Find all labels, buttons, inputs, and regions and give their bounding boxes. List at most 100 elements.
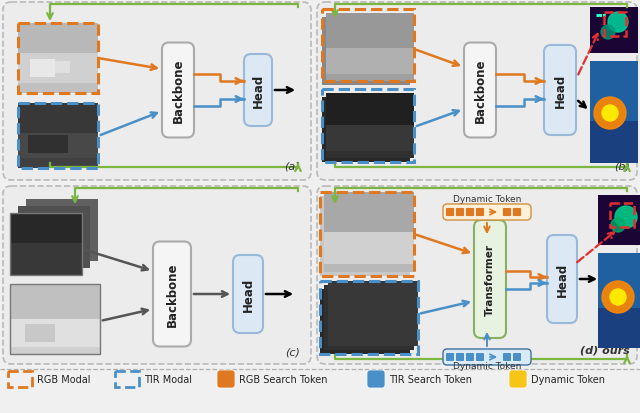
FancyBboxPatch shape xyxy=(317,3,637,180)
FancyBboxPatch shape xyxy=(456,208,465,217)
FancyBboxPatch shape xyxy=(547,235,577,323)
FancyBboxPatch shape xyxy=(502,208,511,217)
FancyBboxPatch shape xyxy=(233,255,263,333)
Bar xyxy=(590,62,638,164)
FancyBboxPatch shape xyxy=(445,353,454,362)
Text: RGB Search Token: RGB Search Token xyxy=(239,374,328,384)
Bar xyxy=(10,214,82,243)
FancyBboxPatch shape xyxy=(153,242,191,347)
Bar xyxy=(18,24,98,94)
FancyBboxPatch shape xyxy=(474,221,506,338)
Bar xyxy=(10,284,100,354)
Text: (a): (a) xyxy=(284,161,300,171)
Bar xyxy=(18,104,98,134)
FancyBboxPatch shape xyxy=(317,187,637,364)
Bar xyxy=(598,308,640,348)
Bar xyxy=(115,371,139,387)
Bar xyxy=(322,98,410,163)
Bar xyxy=(18,134,98,159)
Bar xyxy=(320,289,410,354)
FancyBboxPatch shape xyxy=(443,349,531,365)
Bar xyxy=(10,319,100,347)
Bar xyxy=(8,371,32,387)
Bar xyxy=(610,204,634,228)
Bar xyxy=(26,199,98,261)
FancyBboxPatch shape xyxy=(162,43,194,138)
Circle shape xyxy=(602,281,634,313)
Bar xyxy=(55,62,70,74)
Bar xyxy=(590,122,638,164)
FancyBboxPatch shape xyxy=(513,353,522,362)
Text: Head: Head xyxy=(554,74,566,108)
FancyBboxPatch shape xyxy=(367,370,385,388)
Bar xyxy=(326,14,414,82)
FancyBboxPatch shape xyxy=(465,208,474,217)
FancyBboxPatch shape xyxy=(476,208,484,217)
FancyBboxPatch shape xyxy=(443,204,531,221)
Text: (c): (c) xyxy=(285,347,300,357)
Circle shape xyxy=(602,106,618,122)
Bar xyxy=(10,214,82,275)
Bar xyxy=(324,192,414,233)
Bar xyxy=(10,284,100,354)
FancyBboxPatch shape xyxy=(502,353,511,362)
FancyBboxPatch shape xyxy=(3,187,311,364)
FancyBboxPatch shape xyxy=(513,208,522,217)
Bar xyxy=(30,60,55,78)
Bar xyxy=(322,18,410,86)
Bar xyxy=(25,324,55,342)
Bar xyxy=(28,136,68,154)
Bar xyxy=(322,90,414,163)
FancyBboxPatch shape xyxy=(465,353,474,362)
Circle shape xyxy=(610,289,626,305)
FancyBboxPatch shape xyxy=(244,55,272,127)
Text: ▪▪▪: ▪▪▪ xyxy=(596,12,607,17)
FancyBboxPatch shape xyxy=(3,3,311,180)
Bar xyxy=(18,206,90,268)
Bar xyxy=(322,10,414,82)
Bar xyxy=(18,104,98,169)
Text: TIR Modal: TIR Modal xyxy=(144,374,192,384)
Circle shape xyxy=(611,218,625,233)
Text: Dynamic Token: Dynamic Token xyxy=(531,374,605,384)
Bar xyxy=(18,104,98,169)
Text: (b): (b) xyxy=(614,161,630,171)
Text: Dynamic Token: Dynamic Token xyxy=(453,362,521,370)
Text: RGB Modal: RGB Modal xyxy=(37,374,90,384)
Circle shape xyxy=(608,13,628,33)
Bar xyxy=(18,24,98,64)
Bar xyxy=(18,54,98,84)
Bar xyxy=(10,284,100,319)
FancyBboxPatch shape xyxy=(456,353,465,362)
Bar xyxy=(598,195,640,245)
Text: Dynamic Token: Dynamic Token xyxy=(453,195,521,204)
Bar xyxy=(326,94,414,126)
Bar xyxy=(324,233,414,264)
Bar xyxy=(324,285,414,350)
Text: Head: Head xyxy=(241,277,255,311)
Bar xyxy=(320,192,414,276)
Text: Transformer: Transformer xyxy=(485,243,495,315)
Bar xyxy=(320,281,418,354)
Bar xyxy=(324,192,414,272)
FancyBboxPatch shape xyxy=(217,370,235,388)
Bar xyxy=(326,126,414,152)
Bar xyxy=(326,14,414,49)
FancyBboxPatch shape xyxy=(445,208,454,217)
Bar xyxy=(604,13,626,37)
Circle shape xyxy=(615,206,637,228)
Text: (d) ours: (d) ours xyxy=(580,345,630,355)
Text: Backbone: Backbone xyxy=(474,59,486,123)
Bar xyxy=(326,49,414,75)
Text: Head: Head xyxy=(556,262,568,297)
Bar xyxy=(18,24,98,94)
Bar xyxy=(328,281,418,346)
FancyBboxPatch shape xyxy=(544,46,576,136)
Text: Head: Head xyxy=(252,74,264,108)
Text: Backbone: Backbone xyxy=(172,59,184,123)
Bar xyxy=(10,214,82,275)
Bar xyxy=(590,8,638,54)
Bar xyxy=(598,254,640,348)
FancyBboxPatch shape xyxy=(509,370,527,388)
Circle shape xyxy=(601,26,615,40)
